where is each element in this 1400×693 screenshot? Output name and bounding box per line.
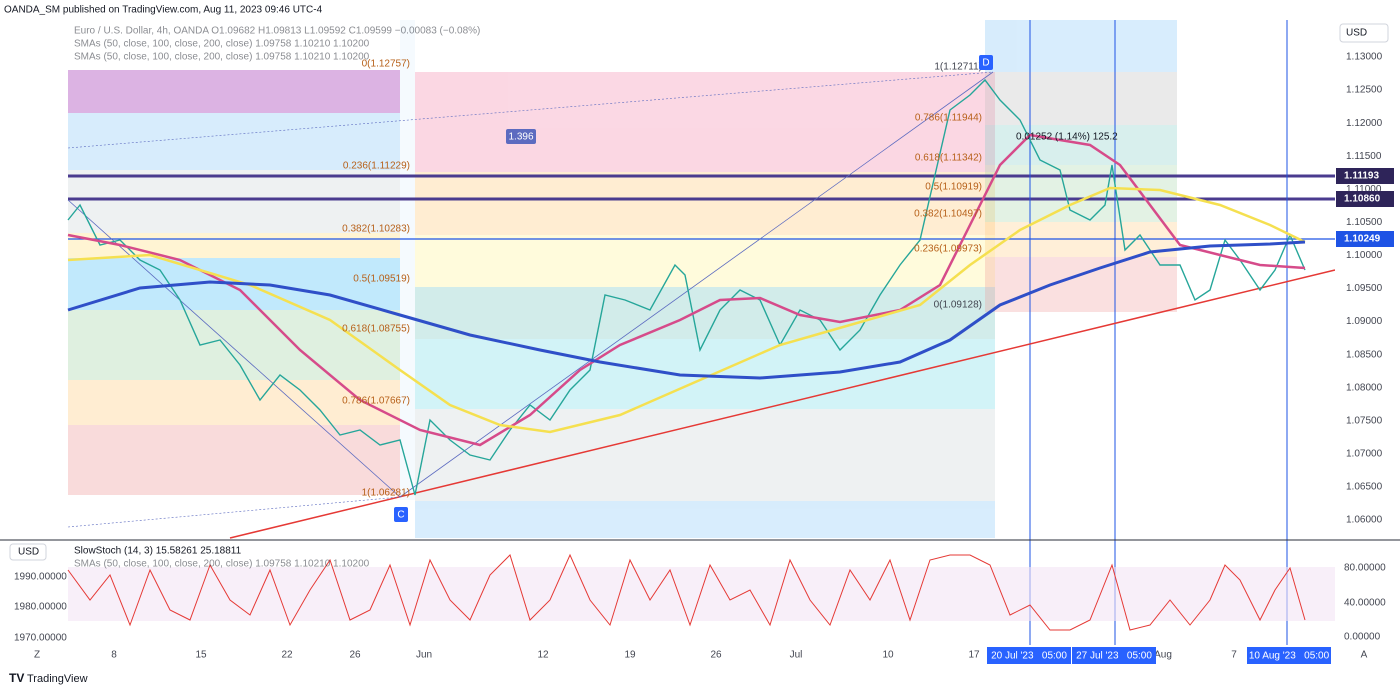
price-badge	[1336, 231, 1394, 247]
fib-label: 0.786(1.07667)	[342, 396, 410, 407]
price-label: 1.13000	[1346, 52, 1383, 63]
currency-button[interactable]	[1339, 23, 1389, 43]
time-label: 7	[1231, 650, 1237, 661]
fib-label: 1(1.12711)	[934, 62, 982, 73]
fib-mid	[400, 20, 1177, 538]
fib-label: 0.236(1.11229)	[343, 161, 410, 172]
time-label: 22	[281, 650, 293, 661]
price-label: 1.10000	[1346, 250, 1383, 261]
stoch-k	[67, 553, 1306, 631]
indicator-right-label: 40.00000	[1344, 598, 1386, 609]
indicator-left-label: 1980.00000	[14, 602, 67, 613]
tv-logo: TV	[9, 671, 24, 685]
point-c-label: C	[397, 510, 404, 521]
sma-200	[67, 240, 1306, 380]
fib-label: 0.618(1.11342)	[915, 153, 982, 164]
fib-label: 0.618(1.08755)	[342, 324, 410, 335]
price-label: 1.07000	[1346, 448, 1383, 459]
time-highlight	[987, 647, 1071, 664]
time-label: 15	[195, 650, 207, 661]
time-label: 8	[111, 650, 117, 661]
price-label: 1.07500	[1346, 415, 1383, 426]
time-label: Aug	[1154, 650, 1172, 661]
time-label: 12	[537, 650, 549, 661]
indicator-sma: SMAs (50, close, 100, close, 200, close)…	[74, 559, 370, 570]
price-label: 1.09500	[1346, 283, 1383, 294]
fib-label: 0.786(1.11944)	[915, 113, 982, 124]
time-highlight-label: 27 Jul '23 05:00	[1076, 651, 1152, 662]
time-label: Z	[34, 650, 40, 661]
stoch-band	[68, 567, 1335, 621]
sma-100	[67, 186, 1306, 434]
price-badge	[1336, 191, 1394, 207]
time-label: 10	[882, 650, 894, 661]
time-label: 19	[624, 650, 636, 661]
price-label: 1.11000	[1346, 184, 1382, 195]
price-label: 1.12000	[1346, 118, 1383, 129]
time-label: 26	[349, 650, 361, 661]
price-badge-label: 1.11193	[1344, 171, 1379, 182]
fib-label: 0(1.12757)	[362, 59, 410, 70]
price-label: 1.06000	[1346, 515, 1383, 526]
price-badge-label: 1.10860	[1344, 194, 1381, 205]
time-label: 17	[968, 650, 980, 661]
fib-label: 0(1.09128)	[934, 300, 982, 311]
price-label: 1.06500	[1346, 482, 1383, 493]
price-badge	[1336, 168, 1394, 184]
point-d	[979, 55, 993, 70]
time-highlight-label: 10 Aug '23 05:00	[1249, 651, 1330, 662]
ratio: 1.396	[508, 132, 533, 143]
currency[interactable]: USD	[1346, 28, 1367, 39]
ratio-box	[506, 129, 536, 144]
point-c	[394, 507, 408, 522]
time-label: Jun	[416, 650, 432, 661]
price-line	[67, 78, 1306, 496]
price-label: 1.10500	[1346, 217, 1383, 228]
measure: 0.01252 (1.14%) 125.2	[1016, 132, 1118, 143]
fib-label: 1(1.06281)	[362, 488, 410, 499]
indicator-left-label: 1970.00000	[14, 633, 67, 644]
price-label: 1.12500	[1346, 85, 1383, 96]
fib-label: 0.5(1.10919)	[925, 182, 982, 193]
fib-label: 0.382(1.10283)	[342, 224, 410, 235]
price-label: 1.09000	[1346, 316, 1383, 327]
time-highlight	[1247, 647, 1331, 664]
time-label: 26	[710, 650, 722, 661]
indicator-currency[interactable]: USD	[18, 547, 39, 558]
time-label: Jul	[790, 650, 803, 661]
legend-symbol: Euro / U.S. Dollar, 4h, OANDA O1.09682 H…	[74, 26, 480, 37]
legend-sma: SMAs (50, close, 100, close, 200, close)…	[74, 39, 370, 50]
price-axis	[1335, 20, 1400, 655]
fib-label: 0.382(1.10497)	[914, 209, 982, 220]
fib-left	[68, 70, 400, 495]
price-label: 1.08500	[1346, 349, 1383, 360]
point-d-label: D	[982, 58, 989, 69]
stoch-name: SlowStoch (14, 3) 15.58261 25.18811	[74, 546, 242, 557]
indicator-right-label: 80.00000	[1344, 563, 1386, 574]
price-label: 1.11500	[1346, 151, 1382, 162]
price-label: 1.08000	[1346, 382, 1383, 393]
fib-label: 0.236(1.09973)	[914, 244, 982, 255]
legend-sma: SMAs (50, close, 100, close, 200, close)…	[74, 52, 370, 63]
indicator-right-label: 0.00000	[1344, 632, 1381, 643]
time-highlight-label: 20 Jul '23 05:00	[991, 651, 1067, 662]
sma-50	[67, 133, 1306, 447]
indicator-currency-button[interactable]	[9, 543, 47, 561]
fib-label: 0.5(1.09519)	[353, 274, 410, 285]
indicator-left-label: 1990.00000	[14, 572, 67, 583]
time-label: A	[1361, 650, 1368, 661]
brand: TradingView	[27, 673, 88, 685]
price-badge-label: 1.10249	[1344, 234, 1381, 245]
time-highlight	[1072, 647, 1156, 664]
publisher: OANDA_SM published on TradingView.com, A…	[4, 5, 323, 16]
